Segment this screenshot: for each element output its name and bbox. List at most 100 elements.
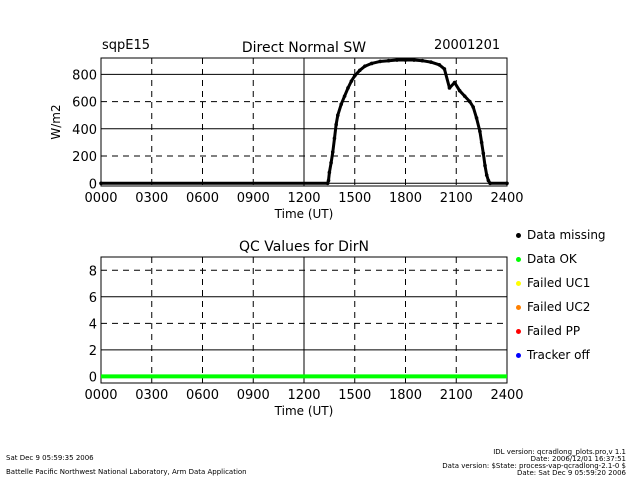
x-tick-label: 1200: [287, 388, 320, 403]
x-tick-label: 1500: [338, 191, 371, 206]
data-point: [325, 181, 330, 186]
data-point: [481, 151, 486, 156]
y-tick-label: 800: [72, 68, 97, 83]
y-tick-label: 6: [89, 291, 97, 306]
data-point: [352, 73, 357, 78]
legend-marker: [516, 329, 521, 334]
x-tick-label: 0900: [237, 388, 270, 403]
x-tick-label: 1200: [287, 191, 320, 206]
data-point: [442, 67, 447, 71]
data-point: [474, 116, 479, 120]
x-tick-label: 1800: [389, 191, 422, 206]
legend-label: Data OK: [527, 252, 577, 266]
x-tick-label: 0000: [84, 191, 117, 206]
x-tick-label: 0600: [186, 191, 219, 206]
footer-lab: Battelle Pacific Northwest National Labo…: [6, 468, 247, 476]
y-tick-label: 400: [72, 123, 97, 138]
data-point: [479, 140, 484, 145]
x-tick-label: 2400: [490, 388, 523, 403]
data-point: [447, 86, 452, 90]
x-axis-label: Time (UT): [274, 404, 334, 418]
data-point: [99, 181, 103, 186]
data-point: [478, 129, 482, 134]
data-point: [486, 178, 491, 183]
x-tick-label: 1500: [338, 388, 371, 403]
data-point: [457, 88, 462, 93]
legend-item-tracker-off: Tracker off: [516, 348, 590, 362]
data-point: [334, 122, 338, 127]
legend-label: Failed UC1: [527, 276, 591, 290]
y-tick-label: 4: [89, 317, 97, 332]
data-point: [437, 63, 442, 67]
data-point: [327, 170, 332, 175]
data-point: [403, 58, 408, 62]
legend-marker: [516, 233, 521, 238]
footer-idl-date: Date: 2006/12/01 16:37:51: [530, 455, 626, 463]
data-point: [363, 64, 367, 68]
data-point: [484, 173, 489, 177]
x-tick-label: 2100: [440, 388, 473, 403]
legend-marker: [516, 353, 521, 358]
legend-item-failed-uc2: Failed UC2: [516, 300, 590, 314]
data-point: [332, 136, 337, 141]
y-axis-label: W/m2: [49, 104, 63, 139]
chart-title: QC Values for DirN: [239, 239, 369, 255]
legend-label: Failed UC2: [527, 300, 591, 314]
data-point: [395, 58, 399, 62]
legend-marker: [516, 305, 521, 310]
data-point: [488, 181, 492, 186]
x-tick-label: 0300: [135, 388, 168, 403]
data-point: [467, 99, 472, 104]
data-point: [349, 79, 354, 83]
data-point: [342, 94, 347, 98]
qc-values-chart: 0000 0300 0600 0900 1200 1500 1800 2100 2400 0 2 4 6…: [84, 239, 523, 418]
data-point: [452, 80, 457, 85]
legend-item-failed-pp: Failed PP: [516, 324, 580, 338]
y-tick-label: 200: [72, 150, 97, 165]
data-point: [329, 161, 333, 165]
x-tick-label: 1800: [389, 388, 422, 403]
data-point: [505, 181, 509, 186]
data-point: [471, 105, 475, 109]
legend-item-failed-uc1: Failed UC1: [516, 276, 590, 290]
footer-timestamp: Sat Dec 9 05:59:35 2006: [6, 454, 94, 462]
data-point: [339, 102, 344, 107]
plot-frame: [100, 256, 508, 384]
data-point: [336, 113, 340, 117]
y-tick-label: 0: [89, 370, 97, 385]
data-point: [386, 58, 391, 63]
data-point: [358, 68, 362, 73]
legend-label: Data missing: [527, 228, 606, 242]
footer-data-date: Date: Sat Dec 9 05:59:20 2006: [517, 469, 626, 477]
data-point: [429, 60, 433, 64]
x-tick-label: 2400: [490, 191, 523, 206]
legend-item-data-missing: Data missing: [516, 228, 606, 242]
y-tick-label: 8: [89, 264, 97, 279]
legend-label: Tracker off: [527, 348, 590, 362]
data-point: [462, 94, 467, 98]
chart-title: Direct Normal SW: [242, 40, 366, 56]
x-tick-label: 0900: [237, 191, 270, 206]
x-tick-label: 0600: [186, 388, 219, 403]
site-label: sqpE15: [102, 38, 151, 53]
data-point: [346, 86, 350, 90]
legend-marker: [516, 281, 521, 286]
direct-normal-chart: 0000 0300 0600 0900 1200 1500 1800 2100 2400 0 200…: [49, 40, 524, 221]
y-tick-label: 2: [89, 344, 97, 359]
data-point: [326, 178, 331, 183]
data-point: [420, 58, 425, 63]
footer-data-version: Data version: $State: process-vap-qcradl…: [442, 462, 626, 470]
legend-label: Failed PP: [527, 324, 581, 338]
legend-item-data-ok: Data OK: [516, 252, 577, 266]
legend-marker: [516, 257, 521, 262]
x-tick-label: 0300: [135, 191, 168, 206]
data-point: [330, 150, 335, 154]
x-tick-label: 2100: [440, 191, 473, 206]
footer-idl-version: IDL version: qcradlong_plots.pro,v 1.1: [493, 448, 626, 456]
x-tick-label: 0000: [84, 388, 117, 403]
plot-frame: [100, 57, 508, 187]
y-tick-label: 0: [89, 177, 97, 192]
data-point: [412, 58, 416, 62]
data-point: [378, 59, 382, 64]
